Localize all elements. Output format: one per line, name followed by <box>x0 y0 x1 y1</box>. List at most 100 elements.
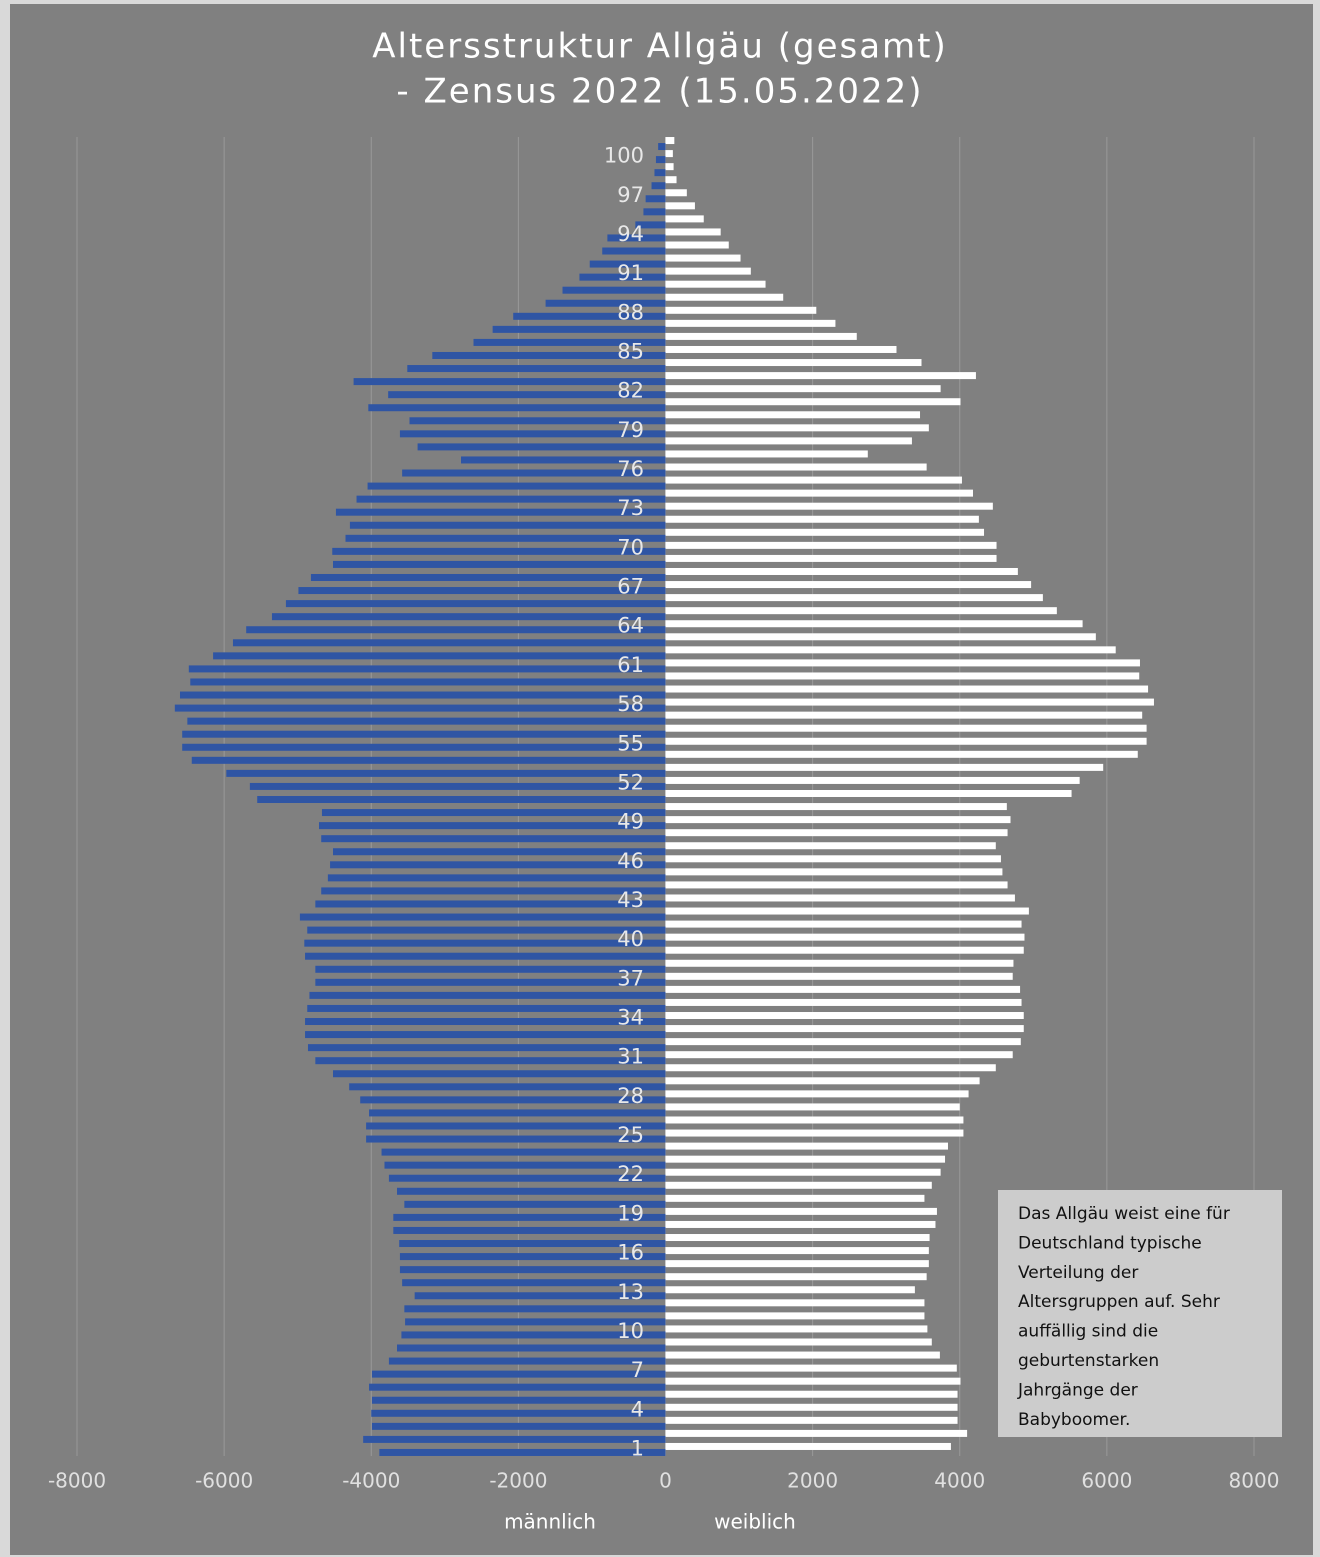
y-tick-label: 31 <box>617 1045 644 1069</box>
bar <box>335 508 666 516</box>
bar <box>404 1305 666 1313</box>
bar <box>381 1148 666 1156</box>
y-tick-label: 1 <box>631 1436 644 1460</box>
bar <box>665 163 674 171</box>
bar <box>665 1038 1021 1046</box>
bar <box>188 665 666 673</box>
bar <box>665 385 941 393</box>
bar <box>665 1155 946 1163</box>
y-tick-label: 19 <box>617 1201 644 1225</box>
y-tick-label: 7 <box>631 1358 644 1382</box>
bar <box>665 685 1149 693</box>
bar <box>399 430 666 438</box>
bar <box>513 312 666 320</box>
bar <box>665 959 1014 967</box>
bar <box>665 150 673 158</box>
bar <box>655 156 666 164</box>
x-tick-label: 4000 <box>934 1469 985 1493</box>
bar <box>665 1247 929 1255</box>
bar <box>665 1299 925 1307</box>
y-tick-label: 82 <box>617 379 644 403</box>
y-tick-label: 91 <box>617 261 644 285</box>
bar <box>665 1103 960 1111</box>
bar <box>315 1057 666 1065</box>
bar <box>665 1364 957 1372</box>
bar <box>665 763 1104 771</box>
bar <box>369 1383 666 1391</box>
bar <box>665 1064 996 1072</box>
bar <box>665 489 973 497</box>
chart-title: - Zensus 2022 (15.05.2022) <box>396 72 923 112</box>
x-tick-label: -4000 <box>342 1469 400 1493</box>
y-tick-label: 37 <box>617 966 644 990</box>
y-tick-label: 43 <box>617 888 644 912</box>
bar <box>665 920 1022 928</box>
bar <box>665 1416 958 1424</box>
bar <box>285 600 666 608</box>
y-tick-label: 4 <box>631 1397 644 1421</box>
y-tick-label: 58 <box>617 692 644 716</box>
bar <box>307 926 666 934</box>
bar <box>349 521 666 529</box>
bar <box>305 1031 666 1039</box>
bar <box>665 554 997 562</box>
bar <box>396 1344 666 1352</box>
bar <box>665 202 695 210</box>
bar <box>366 1122 666 1130</box>
y-tick-label: 28 <box>617 1084 644 1108</box>
bar <box>304 939 666 947</box>
bar <box>665 1090 969 1098</box>
bar <box>213 652 666 660</box>
bar <box>305 952 666 960</box>
bar <box>665 1234 930 1242</box>
bar <box>665 437 912 445</box>
bar <box>315 978 666 986</box>
bar <box>665 424 929 432</box>
bar <box>271 613 666 621</box>
bar <box>665 515 979 523</box>
bar <box>665 1377 961 1385</box>
bar <box>665 1442 951 1450</box>
bar <box>665 620 1083 628</box>
bar <box>332 560 666 568</box>
bar <box>665 646 1116 654</box>
bar <box>321 835 666 843</box>
bar <box>635 221 666 229</box>
bar <box>417 443 666 451</box>
y-tick-label: 79 <box>617 418 644 442</box>
bar <box>665 1012 1024 1020</box>
bar <box>665 933 1025 941</box>
y-tick-label: 61 <box>617 653 644 677</box>
bar <box>665 1077 980 1085</box>
bar <box>665 894 1015 902</box>
bar <box>402 469 666 477</box>
bar <box>665 1168 941 1176</box>
bar <box>327 874 666 882</box>
bar <box>665 254 741 262</box>
bar <box>665 1207 937 1215</box>
bar <box>665 293 784 301</box>
bar <box>665 541 997 549</box>
bar <box>665 607 1057 615</box>
bar <box>319 822 666 830</box>
bar <box>665 1220 936 1228</box>
bar <box>665 463 927 471</box>
bar <box>332 1070 666 1078</box>
x-tick-label: -6000 <box>195 1469 253 1493</box>
bar <box>665 1273 927 1281</box>
y-tick-label: 34 <box>617 1006 644 1030</box>
bar <box>665 946 1024 954</box>
bar <box>665 672 1140 680</box>
y-tick-label: 55 <box>617 731 644 755</box>
bar <box>257 796 666 803</box>
bar <box>665 267 751 275</box>
y-tick-label: 46 <box>617 849 644 873</box>
bar <box>651 182 666 190</box>
bar <box>409 417 666 425</box>
bar <box>353 378 666 386</box>
bar <box>665 998 1022 1006</box>
bar <box>310 573 666 581</box>
bar <box>665 816 1011 824</box>
y-tick-label: 22 <box>617 1162 644 1186</box>
y-tick-label: 76 <box>617 457 644 481</box>
